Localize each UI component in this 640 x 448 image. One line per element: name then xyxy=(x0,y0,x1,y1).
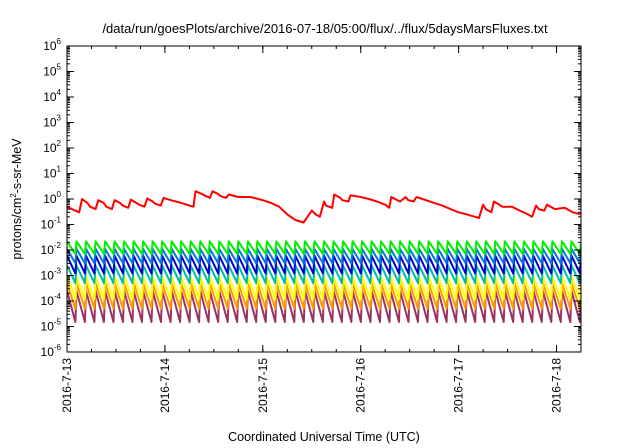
y-tick-label: 10-2 xyxy=(41,241,62,257)
y-tick-label: 103 xyxy=(43,114,61,130)
chart-title: /data/run/goesPlots/archive/2016-07-18/0… xyxy=(102,21,548,36)
x-tick-label: 2016-7-13 xyxy=(60,358,74,413)
x-tick-label: 2016-7-14 xyxy=(158,358,172,413)
y-tick-label: 10-1 xyxy=(41,216,62,232)
x-tick-label: 2016-7-15 xyxy=(256,358,270,413)
y-tick-label: 100 xyxy=(43,190,61,206)
series-line xyxy=(67,190,581,224)
y-tick-label: 10-5 xyxy=(41,318,62,334)
series-line xyxy=(67,240,581,255)
y-tick-label: 102 xyxy=(43,139,61,155)
y-axis-label-prefix: protons/cm xyxy=(10,198,24,260)
x-axis-ticks: 2016-7-13 2016-7-14 2016-7-15 2016-7-16 2016… xyxy=(60,46,582,413)
x-tick-label: 2016-7-17 xyxy=(452,358,466,413)
y-axis-label: protons/cm2-s-sr-MeV xyxy=(9,138,24,260)
y-tick-label: 10-6 xyxy=(41,343,62,359)
y-axis-label-exponent: 2 xyxy=(9,193,18,198)
x-tick-label: 2016-7-18 xyxy=(550,358,564,413)
x-tick-label: 2016-7-16 xyxy=(354,358,368,413)
y-axis-label-suffix: -s-sr-MeV xyxy=(10,138,24,194)
y-tick-label: 104 xyxy=(43,88,61,104)
y-tick-label: 10-4 xyxy=(41,292,62,308)
y-tick-label: 10-3 xyxy=(41,267,62,283)
series-layer xyxy=(67,190,581,323)
x-axis-label: Coordinated Universal Time (UTC) xyxy=(228,430,420,444)
y-tick-label: 106 xyxy=(43,37,61,53)
y-tick-label: 105 xyxy=(43,63,61,79)
y-axis-ticks: 10-6 10-5 10-4 10-3 10-2 10-1 100 101 102 103 104 1… xyxy=(41,37,581,359)
y-tick-label: 101 xyxy=(43,165,61,181)
